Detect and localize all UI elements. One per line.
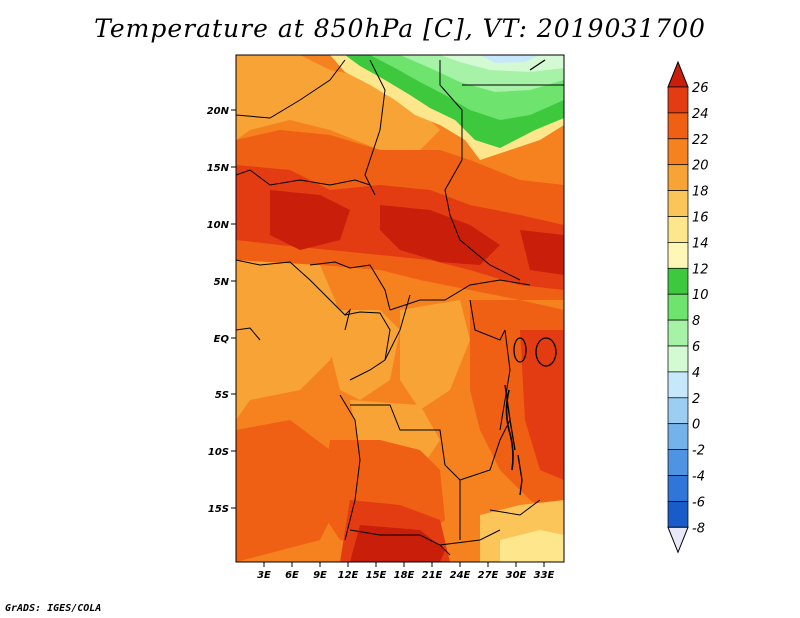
temperature-field — [236, 55, 564, 562]
lat-label-eq: EQ — [214, 334, 230, 345]
lon-label-12e: 12E — [338, 570, 359, 581]
lon-axis: 3E 6E 9E 12E 15E 18E 21E 24E 27E 30E 33E — [257, 562, 555, 581]
lon-label-18e: 18E — [394, 570, 415, 581]
lat-label-15n: 15N — [207, 163, 230, 174]
lat-label-10s: 10S — [208, 447, 229, 458]
colorbar-label: 4 — [692, 366, 700, 381]
colorbar-label: -6 — [692, 495, 705, 510]
lon-label-24e: 24E — [450, 570, 471, 581]
lat-label-10n: 10N — [207, 220, 230, 231]
lon-label-21e: 21E — [422, 570, 443, 581]
map-title: Temperature at 850hPa [C], VT: 201903170… — [94, 14, 706, 43]
colorbar-label: 26 — [692, 81, 709, 96]
colorbar-label: -8 — [692, 521, 705, 536]
colorbar-top-arrow — [667, 60, 689, 88]
colorbar-bottom-arrow — [667, 526, 689, 554]
colorbar-label: 0 — [692, 418, 700, 433]
colorbar-swatch — [667, 293, 689, 321]
colorbar-swatch — [667, 190, 689, 217]
colorbar-swatch — [667, 449, 689, 476]
colorbar-label: 22 — [692, 133, 709, 148]
colorbar-swatch — [667, 397, 689, 425]
colorbar-label: 14 — [692, 236, 709, 251]
colorbar-label: 10 — [692, 288, 709, 303]
lon-label-27e: 27E — [478, 570, 499, 581]
colorbar-swatch — [667, 112, 689, 140]
lat-label-20n: 20N — [207, 106, 230, 117]
lon-label-30e: 30E — [506, 570, 527, 581]
colorbar-swatch — [667, 216, 689, 243]
lon-label-15e: 15E — [366, 570, 387, 581]
colorbar-label: 20 — [692, 159, 709, 174]
colorbar-swatch — [667, 242, 689, 269]
grads-credit: GrADS: IGES/COLA — [5, 603, 102, 614]
colorbar-label: 16 — [692, 211, 709, 226]
colorbar-swatch — [667, 345, 689, 373]
colorbar-label: 8 — [692, 314, 700, 329]
colorbar-label: 6 — [692, 340, 700, 355]
colorbar-swatch — [667, 319, 689, 347]
colorbar-label: 24 — [692, 107, 709, 122]
lon-label-33e: 33E — [534, 570, 555, 581]
colorbar-swatch — [667, 138, 689, 166]
colorbar-label: 2 — [692, 392, 700, 407]
lon-label-6e: 6E — [285, 570, 299, 581]
lat-axis: 20N 15N 10N 5N EQ 5S 10S 15S — [207, 106, 236, 515]
colorbar-swatch — [667, 164, 689, 191]
lon-label-3e: 3E — [257, 570, 271, 581]
plot-frame — [235, 54, 565, 563]
lat-label-15s: 15S — [208, 504, 229, 515]
colorbar-label: -4 — [692, 470, 705, 485]
colorbar-swatch — [667, 371, 689, 399]
colorbar-swatch — [667, 423, 689, 450]
colorbar-label: -2 — [692, 444, 705, 459]
colorbar-swatch — [667, 475, 689, 502]
lat-label-5n: 5N — [214, 277, 230, 288]
colorbar-label: 18 — [692, 185, 709, 200]
colorbar-swatch — [667, 86, 689, 114]
colorbar-label: 12 — [692, 262, 709, 277]
colorbar-swatch — [667, 501, 689, 528]
lat-label-5s: 5S — [215, 390, 229, 401]
colorbar-swatch — [667, 267, 689, 295]
lon-label-9e: 9E — [313, 570, 327, 581]
